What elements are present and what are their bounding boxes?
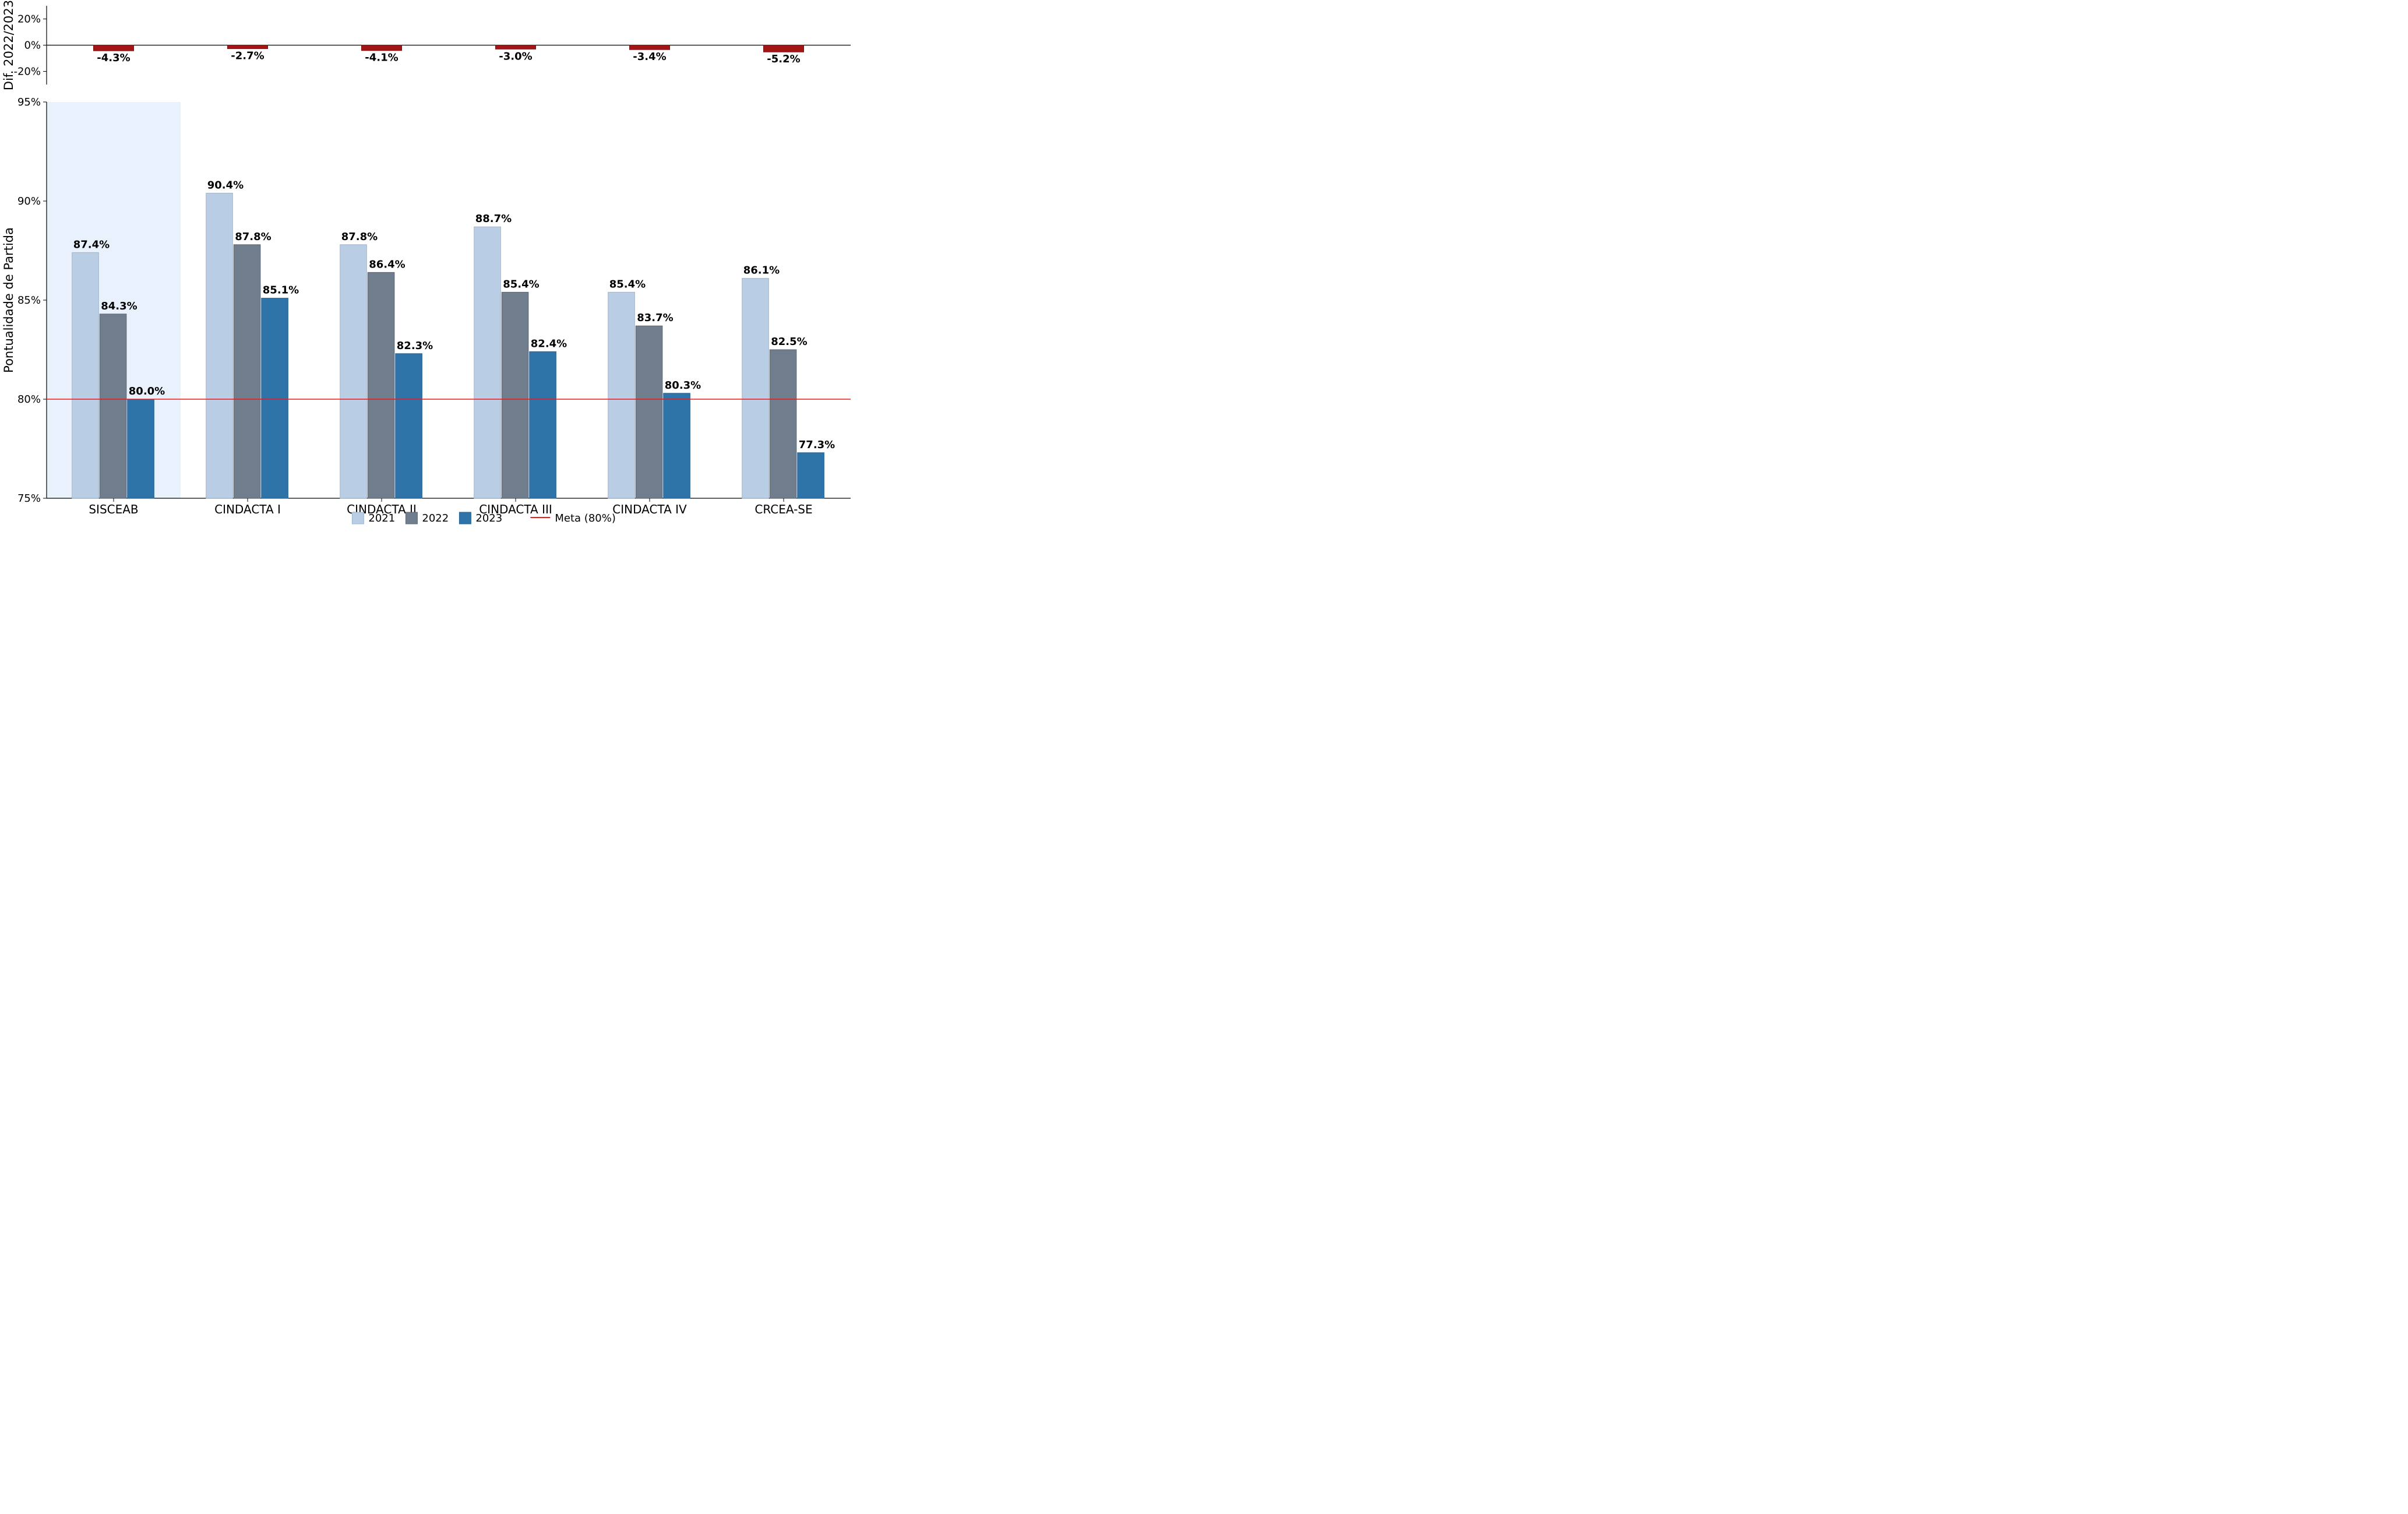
diff-bar-label: -4.3% (97, 52, 130, 64)
main-bar-label: 82.5% (771, 336, 807, 348)
diff-bar (496, 45, 536, 50)
diff-ytick-label: 0% (24, 40, 41, 52)
diff-bar (764, 45, 804, 52)
diff-bar-label: -5.2% (767, 53, 800, 65)
main-bar-label: 80.0% (129, 385, 165, 397)
legend: 2021 2022 2023 Meta (80%) (352, 512, 615, 524)
legend-target-label: Meta (80%) (555, 512, 615, 524)
main-bar-label: 87.8% (235, 231, 271, 243)
main-bar (72, 252, 99, 498)
main-bar-label: 84.3% (101, 300, 137, 312)
main-bar-label: 88.7% (475, 213, 512, 225)
category-label: CINDACTA I (214, 502, 281, 516)
legend-swatch (406, 512, 417, 524)
main-bar-label: 80.3% (665, 379, 701, 392)
category-label: CINDACTA IV (612, 502, 687, 516)
legend-series-label: 2021 (368, 512, 395, 524)
main-bar-label: 85.4% (609, 278, 646, 290)
main-bar (770, 350, 796, 498)
chart-root: -20% 0% 20%Dif. 2022/2023 -4.3% -2.7% -4.1% -3… (0, 0, 862, 542)
legend-swatch (352, 512, 364, 524)
main-ytick-label: 85% (17, 294, 41, 307)
diff-ytick-label: 20% (17, 13, 41, 26)
main-bar (234, 245, 260, 498)
main-bar-label: 83.7% (637, 312, 673, 324)
main-bar (664, 393, 690, 498)
diff-bar (362, 45, 402, 51)
main-bar (502, 292, 528, 498)
diff-ytick-label: -20% (13, 66, 41, 78)
main-bar (474, 227, 501, 498)
main-ytick-label: 80% (17, 393, 41, 406)
main-bar (262, 298, 288, 498)
main-bar-label: 86.1% (743, 265, 780, 277)
diff-ylabel: Dif. 2022/2023 (2, 0, 16, 90)
diff-bar-label: -3.4% (633, 51, 666, 63)
main-ylabel: Pontualidade de Partida (2, 227, 16, 373)
chart-svg: -20% 0% 20%Dif. 2022/2023 -4.3% -2.7% -4.1% -3… (0, 0, 862, 542)
main-bar (396, 354, 422, 498)
main-bar (206, 193, 233, 498)
main-bar-label: 87.8% (341, 231, 378, 243)
main-ytick-label: 95% (17, 96, 41, 108)
main-bar (608, 292, 635, 498)
diff-bar-label: -4.1% (365, 52, 398, 64)
main-bar-label: 82.3% (397, 340, 433, 352)
category-label: SISCEAB (89, 502, 138, 516)
diff-plot: -20% 0% 20%Dif. 2022/2023 -4.3% -2.7% -4.1% -3… (2, 0, 851, 90)
diff-bar (630, 45, 670, 50)
legend-series-label: 2022 (422, 512, 449, 524)
main-plot: 75% 80% 85% 90% 95% Pontualidade de Partida 87… (2, 96, 851, 516)
main-bar (636, 326, 662, 498)
main-bar-label: 90.4% (207, 179, 244, 191)
main-bar-label: 85.4% (503, 278, 539, 290)
main-bar (530, 351, 556, 498)
diff-bar-label: -3.0% (499, 50, 532, 62)
main-bar (798, 453, 824, 498)
main-bar-label: 85.1% (263, 284, 299, 297)
main-bar (128, 399, 154, 498)
main-bar-label: 77.3% (799, 439, 835, 451)
diff-bar (94, 45, 134, 51)
legend-swatch (459, 512, 471, 524)
diff-bar (228, 45, 268, 49)
main-bar-label: 82.4% (531, 337, 567, 350)
main-bar (368, 272, 394, 498)
main-bar-label: 87.4% (73, 238, 110, 251)
diff-bar-label: -2.7% (231, 50, 264, 62)
main-bar (100, 314, 126, 498)
legend-series-label: 2023 (475, 512, 502, 524)
main-bar-label: 86.4% (369, 258, 405, 270)
main-ytick-label: 90% (17, 195, 41, 207)
main-bar (742, 279, 769, 498)
main-ytick-label: 75% (17, 492, 41, 505)
main-bar (340, 245, 367, 498)
category-label: CRCEA-SE (755, 502, 812, 516)
